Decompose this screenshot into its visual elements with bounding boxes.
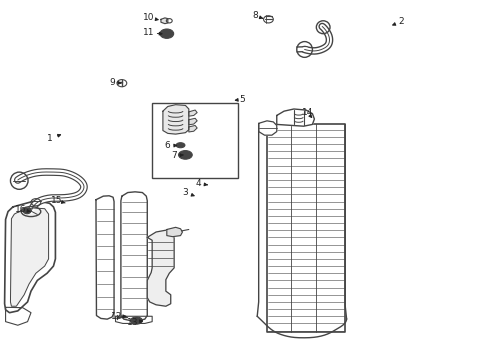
Text: 3: 3	[182, 188, 188, 197]
Text: 10: 10	[143, 13, 154, 22]
Polygon shape	[116, 316, 152, 323]
Polygon shape	[161, 18, 168, 24]
Text: 14: 14	[302, 108, 313, 117]
Text: 16: 16	[15, 205, 26, 214]
Text: 7: 7	[172, 151, 177, 160]
Polygon shape	[189, 126, 197, 132]
Text: 15: 15	[51, 196, 63, 205]
Polygon shape	[163, 105, 189, 134]
Ellipse shape	[160, 29, 173, 39]
Polygon shape	[10, 208, 49, 306]
Polygon shape	[259, 121, 277, 135]
Polygon shape	[189, 110, 197, 116]
Ellipse shape	[176, 143, 185, 148]
Polygon shape	[189, 118, 197, 125]
Polygon shape	[121, 192, 147, 320]
Ellipse shape	[23, 208, 31, 214]
Polygon shape	[5, 307, 31, 325]
Text: 9: 9	[109, 78, 115, 87]
Polygon shape	[4, 202, 55, 313]
Text: 2: 2	[398, 17, 404, 26]
Text: 8: 8	[252, 11, 258, 20]
Polygon shape	[277, 109, 315, 126]
Text: 1: 1	[47, 134, 52, 143]
Polygon shape	[167, 227, 182, 237]
Ellipse shape	[178, 150, 192, 159]
Text: 13: 13	[127, 318, 138, 327]
Ellipse shape	[131, 317, 143, 324]
Polygon shape	[96, 196, 114, 319]
Bar	[152, 103, 238, 178]
Polygon shape	[147, 230, 174, 306]
Text: 11: 11	[143, 28, 154, 37]
Text: 12: 12	[111, 312, 122, 321]
Text: 6: 6	[164, 141, 170, 150]
Text: 4: 4	[196, 179, 201, 188]
Polygon shape	[267, 125, 345, 332]
Text: 5: 5	[240, 95, 245, 104]
